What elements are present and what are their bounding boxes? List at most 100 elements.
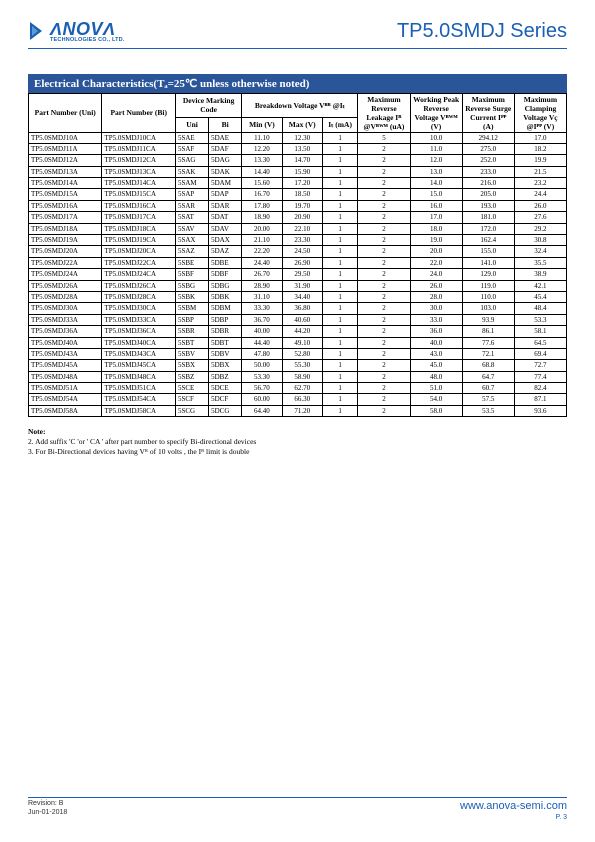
cell-it: 1 (322, 269, 358, 280)
cell-uni: TP5.0SMDJ16A (29, 200, 102, 211)
cell-mu: 5SBV (175, 348, 208, 359)
th-bv-min: Min (V) (242, 118, 282, 132)
cell-uni: TP5.0SMDJ33A (29, 314, 102, 325)
table-row: TP5.0SMDJ40ATP5.0SMDJ40CA5SBT5DBT44.4049… (29, 337, 567, 348)
cell-vc: 48.4 (514, 303, 566, 314)
cell-min: 14.40 (242, 166, 282, 177)
cell-bi: TP5.0SMDJ14CA (102, 178, 175, 189)
cell-bi: TP5.0SMDJ18CA (102, 223, 175, 234)
cell-vc: 21.5 (514, 166, 566, 177)
cell-ipp: 205.0 (462, 189, 514, 200)
cell-it: 1 (322, 212, 358, 223)
cell-ir: 2 (358, 360, 410, 371)
cell-mb: 5DAE (209, 132, 242, 143)
cell-mu: 5SAM (175, 178, 208, 189)
cell-it: 1 (322, 246, 358, 257)
cell-ir: 2 (358, 280, 410, 291)
table-row: TP5.0SMDJ24ATP5.0SMDJ24CA5SBF5DBF26.7029… (29, 269, 567, 280)
cell-ipp: 72.1 (462, 348, 514, 359)
cell-vc: 32.4 (514, 246, 566, 257)
cell-ipp: 93.9 (462, 314, 514, 325)
table-row: TP5.0SMDJ26ATP5.0SMDJ26CA5SBG5DBG28.9031… (29, 280, 567, 291)
page-header: ΛNOVΛ TECHNOLOGIES CO., LTD. TP5.0SMDJ S… (28, 20, 567, 49)
cell-ir: 2 (358, 189, 410, 200)
footer: Revision: B Jun-01-2018 www.anova-semi.c… (28, 797, 567, 822)
cell-uni: TP5.0SMDJ22A (29, 257, 102, 268)
cell-min: 33.30 (242, 303, 282, 314)
note-3: 3. For Bi-Directional devices having Vᴿ … (28, 447, 567, 457)
logo-subtitle: TECHNOLOGIES CO., LTD. (50, 38, 125, 44)
table-row: TP5.0SMDJ22ATP5.0SMDJ22CA5SBE5DBE24.4026… (29, 257, 567, 268)
cell-mb: 5DBE (209, 257, 242, 268)
cell-ipp: 216.0 (462, 178, 514, 189)
cell-uni: TP5.0SMDJ19A (29, 235, 102, 246)
cell-mb: 5DCF (209, 394, 242, 405)
cell-mu: 5SBT (175, 337, 208, 348)
cell-min: 17.80 (242, 200, 282, 211)
cell-ir: 2 (358, 348, 410, 359)
cell-mu: 5SBG (175, 280, 208, 291)
cell-uni: TP5.0SMDJ30A (29, 303, 102, 314)
cell-max: 26.90 (282, 257, 322, 268)
cell-ir: 2 (358, 371, 410, 382)
cell-ir: 2 (358, 291, 410, 302)
cell-min: 40.00 (242, 326, 282, 337)
table-row: TP5.0SMDJ20ATP5.0SMDJ20CA5SAZ5DAZ22.2024… (29, 246, 567, 257)
cell-max: 66.30 (282, 394, 322, 405)
footer-revision: Revision: B (28, 800, 67, 808)
cell-min: 20.00 (242, 223, 282, 234)
cell-ir: 5 (358, 132, 410, 143)
table-row: TP5.0SMDJ36ATP5.0SMDJ36CA5SBR5DBR40.0044… (29, 326, 567, 337)
cell-uni: TP5.0SMDJ14A (29, 178, 102, 189)
note-2: 2. Add suffix 'C 'or ' CA ' after part n… (28, 437, 567, 447)
cell-uni: TP5.0SMDJ58A (29, 405, 102, 416)
cell-mu: 5SBE (175, 257, 208, 268)
cell-bi: TP5.0SMDJ28CA (102, 291, 175, 302)
cell-min: 16.70 (242, 189, 282, 200)
cell-bi: TP5.0SMDJ20CA (102, 246, 175, 257)
cell-ir: 2 (358, 257, 410, 268)
cell-vrwm: 15.0 (410, 189, 462, 200)
cell-mb: 5DAV (209, 223, 242, 234)
cell-bi: TP5.0SMDJ11CA (102, 143, 175, 154)
cell-mb: 5DAT (209, 212, 242, 223)
cell-vrwm: 36.0 (410, 326, 462, 337)
cell-vc: 29.2 (514, 223, 566, 234)
th-breakdown: Breakdown Voltage Vᴮᴿ @Iₜ (242, 93, 358, 118)
footer-page: P. 3 (460, 814, 567, 822)
cell-min: 56.70 (242, 383, 282, 394)
cell-uni: TP5.0SMDJ10A (29, 132, 102, 143)
table-row: TP5.0SMDJ48ATP5.0SMDJ48CA5SBZ5DBZ53.3058… (29, 371, 567, 382)
cell-ir: 2 (358, 155, 410, 166)
cell-max: 22.10 (282, 223, 322, 234)
cell-vrwm: 54.0 (410, 394, 462, 405)
notes-head: Note: (28, 427, 567, 437)
cell-min: 11.10 (242, 132, 282, 143)
cell-vrwm: 12.0 (410, 155, 462, 166)
cell-max: 31.90 (282, 280, 322, 291)
cell-min: 24.40 (242, 257, 282, 268)
th-vc: Maximum Clamping Voltage Vҫ @Iᴾᴾ (V) (514, 93, 566, 132)
cell-vc: 19.9 (514, 155, 566, 166)
cell-ir: 2 (358, 212, 410, 223)
cell-vc: 45.4 (514, 291, 566, 302)
table-row: TP5.0SMDJ58ATP5.0SMDJ58CA5SCG5DCG64.4071… (29, 405, 567, 416)
cell-ir: 2 (358, 337, 410, 348)
cell-bi: TP5.0SMDJ36CA (102, 326, 175, 337)
cell-min: 47.80 (242, 348, 282, 359)
cell-min: 13.30 (242, 155, 282, 166)
cell-mb: 5DBM (209, 303, 242, 314)
cell-vrwm: 51.0 (410, 383, 462, 394)
cell-max: 24.50 (282, 246, 322, 257)
cell-bi: TP5.0SMDJ10CA (102, 132, 175, 143)
cell-ipp: 155.0 (462, 246, 514, 257)
cell-ipp: 60.7 (462, 383, 514, 394)
cell-it: 1 (322, 326, 358, 337)
cell-uni: TP5.0SMDJ24A (29, 269, 102, 280)
cell-vc: 58.1 (514, 326, 566, 337)
cell-bi: TP5.0SMDJ30CA (102, 303, 175, 314)
cell-bi: TP5.0SMDJ26CA (102, 280, 175, 291)
cell-uni: TP5.0SMDJ12A (29, 155, 102, 166)
cell-vrwm: 11.0 (410, 143, 462, 154)
cell-bi: TP5.0SMDJ48CA (102, 371, 175, 382)
